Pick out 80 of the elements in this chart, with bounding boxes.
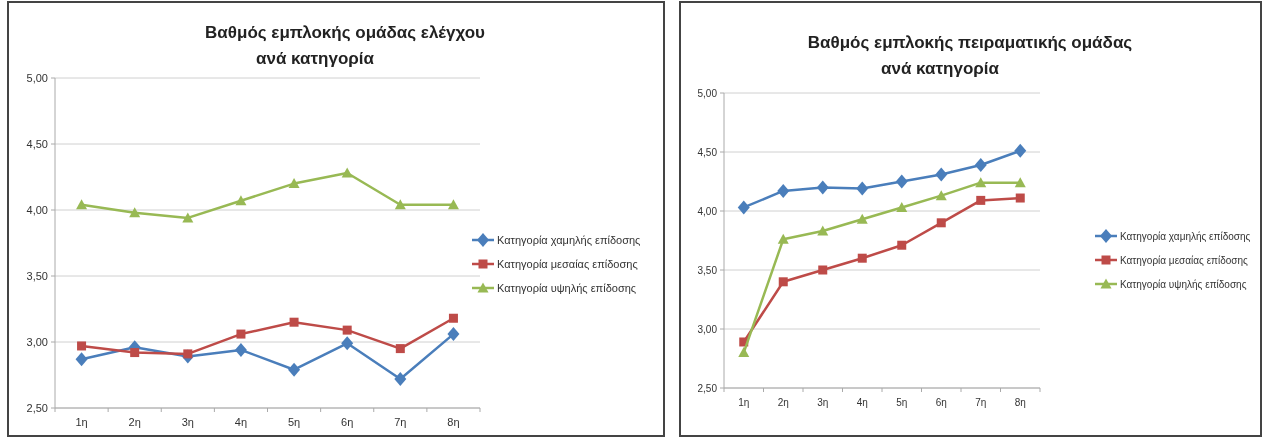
point bbox=[1014, 177, 1026, 188]
point bbox=[234, 342, 247, 357]
point bbox=[778, 277, 788, 287]
x-tick-label: 2η bbox=[777, 397, 789, 408]
y-tick-label: 5,00 bbox=[26, 71, 48, 84]
legend-label: Κατηγορία υψηλής επίδοσης bbox=[1120, 278, 1247, 290]
legend-label: Κατηγορία μεσαίας επίδοσης bbox=[497, 257, 638, 270]
point bbox=[777, 233, 789, 244]
point bbox=[75, 352, 88, 367]
y-tick-label: 2,50 bbox=[26, 401, 48, 414]
x-tick-label: 2η bbox=[128, 416, 141, 428]
point bbox=[856, 181, 869, 196]
y-tick-label: 3,00 bbox=[697, 323, 718, 335]
x-tick-label: 3η bbox=[817, 397, 829, 408]
point bbox=[974, 157, 987, 172]
y-tick-label: 5,00 bbox=[697, 87, 718, 99]
point bbox=[235, 195, 247, 206]
y-tick-label: 3,00 bbox=[26, 335, 48, 348]
point bbox=[857, 253, 867, 263]
point bbox=[816, 180, 829, 195]
x-tick-label: 5η bbox=[896, 397, 908, 408]
point bbox=[77, 341, 87, 351]
point bbox=[288, 362, 301, 377]
point bbox=[1014, 143, 1027, 158]
point bbox=[447, 327, 460, 342]
point bbox=[895, 174, 908, 189]
y-tick-label: 3,50 bbox=[697, 264, 718, 276]
y-tick-label: 4,50 bbox=[26, 137, 48, 150]
point bbox=[129, 207, 141, 218]
point bbox=[896, 201, 908, 212]
x-tick-label: 7η bbox=[394, 416, 407, 428]
point bbox=[737, 200, 750, 215]
x-tick-label: 4η bbox=[856, 397, 868, 408]
y-tick-label: 3,50 bbox=[26, 269, 48, 282]
x-tick-label: 5η bbox=[287, 416, 301, 428]
chart-title: Βαθμός εμπλοκής ομάδας ελέγχου ανά κατηγορία bbox=[205, 23, 486, 68]
x-tick-label: 4η bbox=[234, 416, 248, 428]
y-tick-label: 4,00 bbox=[26, 203, 48, 216]
point bbox=[1015, 193, 1025, 203]
point bbox=[738, 347, 750, 358]
y-tick-label: 4,00 bbox=[697, 205, 718, 217]
point bbox=[856, 213, 868, 224]
point bbox=[236, 329, 246, 339]
point bbox=[341, 167, 353, 178]
point bbox=[289, 317, 299, 327]
x-tick-label: 8η bbox=[1014, 397, 1026, 408]
legend-label: Κατηγορία χαμηλής επίδοσης bbox=[497, 233, 641, 246]
x-tick-label: 1η bbox=[738, 397, 750, 408]
x-tick-label: 1η bbox=[75, 416, 88, 428]
legend-label: Κατηγορία χαμηλής επίδοσης bbox=[1120, 230, 1251, 242]
point bbox=[76, 199, 88, 210]
point bbox=[817, 225, 829, 236]
point bbox=[288, 178, 300, 189]
chart-title: Βαθμός εμπλοκής πειραματικής ομάδας ανά κατηγορία bbox=[807, 33, 1133, 78]
point bbox=[341, 336, 354, 351]
point bbox=[395, 344, 405, 354]
point bbox=[976, 195, 986, 205]
point bbox=[936, 218, 946, 228]
point bbox=[394, 371, 407, 386]
point bbox=[130, 348, 140, 358]
point bbox=[447, 199, 459, 210]
x-tick-label: 6η bbox=[341, 416, 354, 428]
point bbox=[897, 240, 907, 250]
legend-label: Κατηγορία μεσαίας επίδοσης bbox=[1120, 254, 1249, 266]
y-tick-label: 2,50 bbox=[697, 382, 718, 394]
point bbox=[818, 265, 828, 275]
point bbox=[182, 212, 194, 223]
x-tick-label: 3η bbox=[181, 416, 194, 428]
point bbox=[975, 177, 987, 188]
point bbox=[935, 190, 947, 201]
point bbox=[394, 199, 406, 210]
point bbox=[777, 183, 790, 198]
x-tick-label: 7η bbox=[975, 397, 987, 408]
point bbox=[342, 325, 352, 335]
legend-label: Κατηγορία υψηλής επίδοσης bbox=[497, 281, 637, 294]
x-tick-label: 8η bbox=[447, 416, 460, 428]
y-tick-label: 4,50 bbox=[697, 146, 718, 158]
point bbox=[935, 167, 948, 182]
x-tick-label: 6η bbox=[935, 397, 947, 408]
point bbox=[448, 313, 458, 323]
